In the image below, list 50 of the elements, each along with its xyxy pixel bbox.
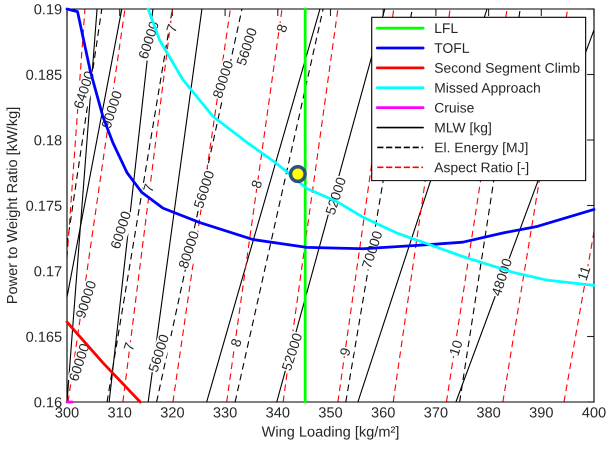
x-tick-label: 300 <box>55 407 79 418</box>
annotation: 8 <box>276 24 288 33</box>
y-tick-label: 0.185 <box>26 70 62 80</box>
legend-label: Second Segment Climb <box>434 62 580 76</box>
annotation: 80000 <box>178 230 200 269</box>
x-tick-label: 370 <box>424 407 448 418</box>
y-tick-label: 0.18 <box>34 135 62 146</box>
x-tick-label: 360 <box>372 407 395 418</box>
x-axis-title: Wing Loading [kg/m²] <box>262 426 398 440</box>
legend-label: Aspect Ratio [-] <box>434 162 528 176</box>
legend-label: El. Energy [MJ] <box>435 142 528 156</box>
annotation: 90000 <box>101 90 122 129</box>
y-tick-label: 0.17 <box>34 266 62 276</box>
annotation: 11 <box>577 266 590 281</box>
annotation: 90000 <box>75 280 96 319</box>
x-tick-label: 340 <box>266 407 290 418</box>
annotation: 60000 <box>138 20 160 60</box>
annotation: 56000 <box>148 334 170 373</box>
annotation: 60000 <box>68 342 90 382</box>
annotation: 52000 <box>325 176 346 216</box>
x-tick-label: 400 <box>582 407 606 418</box>
y-axis-title: Power to Weight Ratio [kW/kg] <box>6 108 20 304</box>
legend-label: LFL <box>435 23 458 33</box>
annotation: 60000 <box>110 210 132 250</box>
annotation: 7 <box>124 342 135 352</box>
annotation: 48000 <box>491 258 512 297</box>
annotation: 80000 <box>212 60 234 99</box>
y-tick-label: 0.175 <box>26 200 62 211</box>
y-tick-label: 0.19 <box>34 4 62 14</box>
y-tick-label: 0.165 <box>26 332 62 342</box>
annotation: 56000 <box>236 27 258 66</box>
legend-label: TOFL <box>434 43 469 53</box>
x-tick-label: 330 <box>213 407 237 418</box>
x-tick-label: 350 <box>318 407 342 418</box>
annotation: 56000 <box>193 170 214 209</box>
x-tick-label: 380 <box>476 407 500 418</box>
x-tick-label: 310 <box>108 407 132 418</box>
x-tick-label: 320 <box>160 407 184 418</box>
legend-label: Cruise <box>434 102 474 113</box>
annotation: 8 <box>230 338 242 348</box>
annotation: 7 <box>143 184 154 193</box>
annotation: 9 <box>340 347 351 356</box>
annotation: 8 <box>250 180 262 189</box>
legend-label: Missed Approach <box>435 82 540 96</box>
annotation: 10 <box>449 340 463 356</box>
y-tick-label: 0.16 <box>34 397 62 408</box>
annotation: 52000 <box>281 332 302 372</box>
x-tick-label: 390 <box>530 407 553 418</box>
legend-label: MLW [kg] <box>435 122 491 136</box>
annotation: 7 <box>166 24 178 33</box>
